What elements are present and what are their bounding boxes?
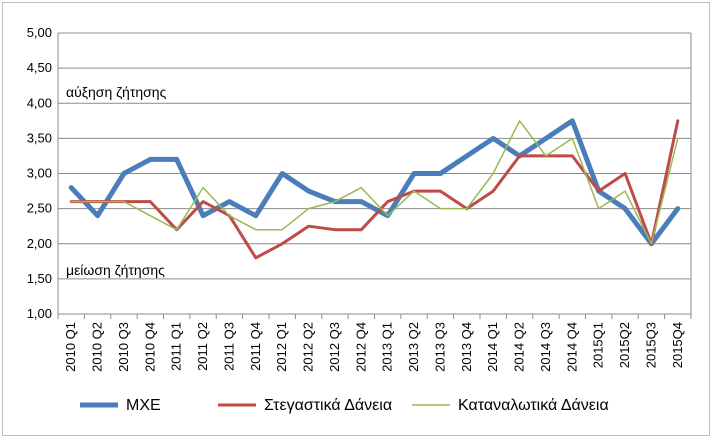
x-tick-label: 2013 Q3: [432, 322, 447, 372]
y-axis-ticks: 1,00 1,50 2,00 2,50 3,00 3,50 4,00 4,50 5,00: [27, 25, 52, 321]
legend-label: Στεγαστικά Δάνεια: [264, 397, 392, 414]
x-tick-label: 2011 Q3: [221, 322, 236, 371]
y-tick-label: 3,00: [27, 166, 52, 181]
legend-label: Καταναλωτικά Δάνεια: [458, 397, 609, 414]
x-tick-label: 2015Q1: [591, 322, 606, 368]
x-tick-label: 2013 Q4: [459, 322, 474, 372]
y-tick-label: 5,00: [27, 25, 52, 40]
series-line: [69, 119, 680, 260]
chart-frame: [2, 2, 710, 436]
x-tick-label: 2011 Q2: [195, 322, 210, 371]
series-line: [70, 120, 679, 245]
x-tick-label: 2012 Q1: [274, 322, 289, 372]
x-tick-label: 2010 Q2: [90, 322, 105, 372]
x-tick-label: 2014 Q3: [538, 322, 553, 372]
x-tick-label: 2012 Q4: [353, 322, 368, 372]
x-tick-label: 2011 Q1: [169, 322, 184, 371]
y-tick-label: 4,00: [27, 95, 52, 110]
x-tick-label: 2011 Q4: [248, 322, 263, 371]
x-tick-label: 2010 Q1: [63, 322, 78, 372]
x-tick-label: 2015Q3: [643, 322, 658, 368]
x-tick-label: 2015Q4: [670, 322, 685, 368]
annotation-decrease: μείωση ζήτησης: [66, 262, 165, 278]
x-tick-label: 2014 Q2: [512, 322, 527, 372]
x-tick-label: 2010 Q4: [142, 322, 157, 372]
y-tick-label: 2,00: [27, 236, 52, 251]
x-tick-label: 2014 Q1: [485, 322, 500, 372]
x-tick-label: 2012 Q3: [327, 322, 342, 372]
series-line: [68, 118, 681, 247]
y-tick-label: 3,50: [27, 130, 52, 145]
y-tick-label: 1,50: [27, 271, 52, 286]
x-tick-label: 2013 Q2: [406, 322, 421, 372]
y-tick-label: 4,50: [27, 60, 52, 75]
x-tick-label: 2014 Q4: [564, 322, 579, 372]
x-tick-label: 2015Q2: [617, 322, 632, 368]
y-tick-label: 1,00: [27, 306, 52, 321]
annotation-increase: αύξηση ζήτησης: [66, 84, 167, 100]
x-tick-label: 2012 Q2: [301, 322, 316, 372]
y-tick-label: 2,50: [27, 201, 52, 216]
legend-label: ΜΧΕ: [126, 397, 161, 414]
x-tick-label: 2010 Q3: [116, 322, 131, 372]
series-lines: [68, 118, 681, 260]
x-tick-label: 2013 Q1: [380, 322, 395, 372]
x-axis-ticks: 2010 Q1 2010 Q2 2010 Q3 2010 Q4 2011 Q1 2011 …: [57, 314, 692, 372]
legend: ΜΧΕ Στεγαστικά Δάνεια Καταναλωτικά Δάνεια: [80, 397, 609, 414]
